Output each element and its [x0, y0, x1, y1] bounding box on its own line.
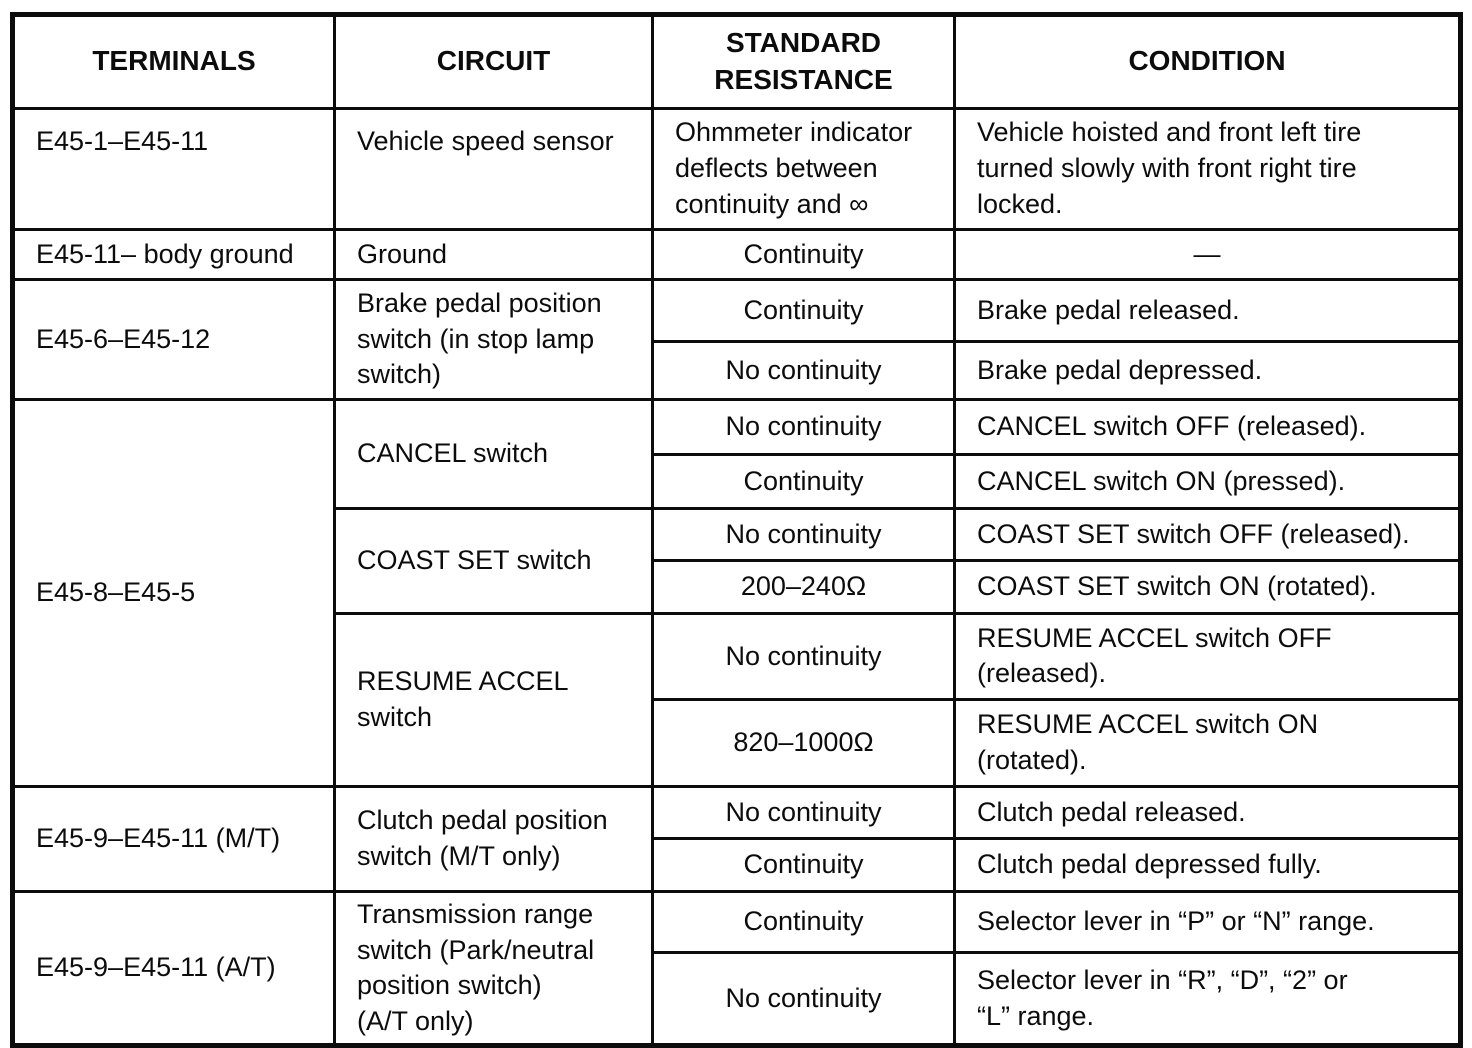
- resistance-cell: No continuity: [651, 506, 956, 562]
- resistance-cell: No continuity: [651, 950, 956, 1048]
- table-row: E45-9–E45-11 (M/T) Clutch pedal position…: [11, 784, 1462, 893]
- resistance-cell: 820–1000Ω: [651, 697, 956, 788]
- resistance-cell: Continuity: [651, 452, 956, 510]
- condition-cell: Selector lever in “P” or “N” range.: [953, 889, 1462, 954]
- circuit-cell: COAST SET switch: [333, 506, 654, 615]
- table-row: Continuity CANCEL switch ON (pressed).: [13, 452, 1462, 510]
- resistance-cell: No continuity: [651, 397, 956, 456]
- resistance-cell: Continuity: [651, 836, 956, 893]
- terminals-cell: E45-11– body ground: [11, 227, 336, 281]
- table-row: Continuity Clutch pedal depressed fully.: [13, 836, 1462, 893]
- table-row: No continuity Selector lever in “R”, “D”…: [13, 950, 1462, 1048]
- condition-cell: Selector lever in “R”, “D”, “2” or “L” r…: [953, 950, 1462, 1048]
- condition-cell: CANCEL switch ON (pressed).: [953, 452, 1462, 510]
- condition-cell: COAST SET switch OFF (released).: [953, 506, 1462, 562]
- table-row: E45-8–E45-5 CANCEL switch No continuity …: [11, 397, 1462, 788]
- condition-cell: Brake pedal depressed.: [953, 339, 1462, 401]
- table-row: COAST SET switch No continuity COAST SET…: [13, 506, 1462, 615]
- terminals-cell: E45-9–E45-11 (M/T): [11, 784, 336, 893]
- circuit-cell: Brake pedal position switch (in stop lam…: [333, 277, 654, 401]
- circuit-cell: Transmission range switch (Park/neutral …: [333, 889, 654, 1048]
- table-row: E45-11– body ground Ground Continuity —: [11, 227, 1462, 281]
- condition-cell: Vehicle hoisted and front left tire turn…: [953, 106, 1462, 231]
- resistance-cell: No continuity: [651, 784, 956, 840]
- resistance-cell: Continuity: [651, 227, 956, 281]
- table-row: E45-6–E45-12 Brake pedal position switch…: [11, 277, 1462, 401]
- terminals-cell: E45-6–E45-12: [11, 277, 336, 401]
- table-row: No continuity Brake pedal depressed.: [13, 339, 1462, 401]
- circuit-cell: CANCEL switch: [333, 397, 654, 510]
- header-circuit: CIRCUIT: [333, 13, 654, 110]
- condition-cell: —: [953, 227, 1462, 281]
- condition-cell: Clutch pedal released.: [953, 784, 1462, 840]
- condition-cell: COAST SET switch ON (rotated).: [953, 558, 1462, 615]
- resistance-cell: Continuity: [651, 889, 956, 954]
- resistance-cell: No continuity: [651, 611, 956, 701]
- header-row: TERMINALS CIRCUIT STANDARD RESISTANCE CO…: [11, 13, 1462, 110]
- table-row: 820–1000Ω RESUME ACCEL switch ON (rotate…: [13, 697, 1462, 788]
- resistance-cell: Continuity: [651, 277, 956, 343]
- circuit-cell: Clutch pedal position switch (M/T only): [333, 784, 654, 893]
- terminals-cell: E45-9–E45-11 (A/T): [11, 889, 336, 1048]
- resistance-cell: Ohmmeter indicator deflects between cont…: [651, 106, 956, 231]
- condition-cell: CANCEL switch OFF (released).: [953, 397, 1462, 456]
- header-terminals: TERMINALS: [11, 13, 336, 110]
- condition-cell: Clutch pedal depressed fully.: [953, 836, 1462, 893]
- terminals-cell: E45-1–E45-11: [11, 106, 336, 231]
- condition-cell: RESUME ACCEL switch OFF (released).: [953, 611, 1462, 701]
- terminal-resistance-table: TERMINALS CIRCUIT STANDARD RESISTANCE CO…: [10, 12, 1463, 1048]
- table-row: E45-9–E45-11 (A/T) Transmission range sw…: [11, 889, 1462, 1048]
- resistance-cell: No continuity: [651, 339, 956, 401]
- condition-cell: Brake pedal released.: [953, 277, 1462, 343]
- circuit-cell: Ground: [333, 227, 654, 281]
- condition-cell: RESUME ACCEL switch ON (rotated).: [953, 697, 1462, 788]
- circuit-cell: Vehicle speed sensor: [333, 106, 654, 231]
- terminals-cell: E45-8–E45-5: [11, 397, 336, 788]
- table-row: 200–240Ω COAST SET switch ON (rotated).: [13, 558, 1462, 615]
- header-standard-resistance: STANDARD RESISTANCE: [651, 13, 956, 110]
- table-row: RESUME ACCEL switch No continuity RESUME…: [13, 611, 1462, 788]
- header-condition: CONDITION: [953, 13, 1462, 110]
- circuit-cell: RESUME ACCEL switch: [333, 611, 654, 788]
- table-row: E45-1–E45-11 Vehicle speed sensor Ohmmet…: [11, 106, 1462, 231]
- resistance-cell: 200–240Ω: [651, 558, 956, 615]
